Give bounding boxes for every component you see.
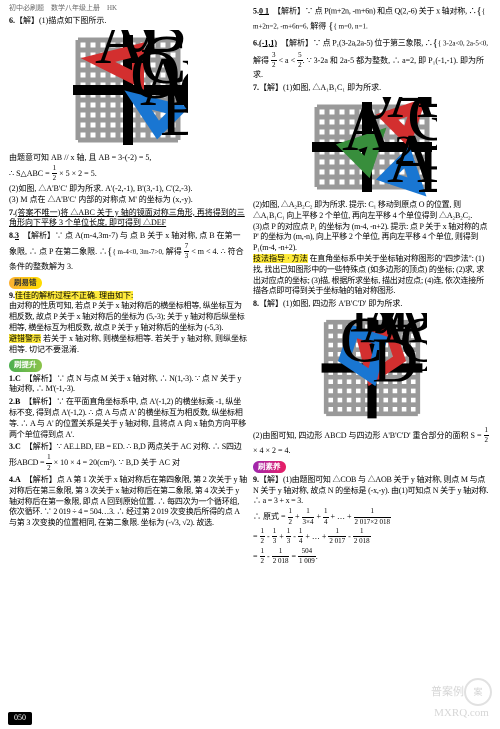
page-header: 初中必刷题 数学八年级上册 HK [9, 4, 247, 13]
tag-ti: 刷提升 [9, 359, 42, 371]
tag-cuo: 刷易错 [9, 277, 42, 289]
q7: 7.(答案不唯一)将 △ABC 关于 y 轴的镜面对称三角形, 再将得到的三角形… [9, 208, 247, 230]
q6-graph: ABC A'B'C' xyO [68, 30, 188, 150]
q8r-p2-line: (2)由图可知, 四边形 ABCD 与四边形 A'B'C'D' 重合部分的面积 … [253, 426, 491, 457]
q6-p5: (3) M 点在 △A'B'C' 内部的对称点 M' 的坐标为 (x,-y). [9, 195, 247, 206]
q7r-graph: xy ABC A₁B₁ A₂ [307, 97, 437, 197]
q9s: 9.【解】(1)由题图可知 △COB 与 △AOB 关于 y 轴对称, 则点 M… [253, 475, 491, 567]
q8: 8.3 【解析】∵ 点 A(m-4,3m-7) 与 点 B 关于 x 轴对称, … [9, 231, 247, 272]
q9cuo-hl: 佳佳的解析过程不正确. 理由如下: [15, 291, 133, 300]
svg-text:C': C' [340, 313, 394, 376]
svg-text:x: x [181, 32, 188, 109]
q7-text: (答案不唯一)将 △ABC 关于 y 轴的镜面对称三角形, 再将得到的三角形向下… [9, 208, 245, 228]
page-number: 050 [8, 712, 32, 725]
q7r: 7.【解】(1)如图, △A₁B₁C₁ 即为所求. xy ABC A₁B₁ A₂… [253, 83, 491, 297]
tip-label: 技法指导 · 方法 [253, 254, 308, 263]
q6-p1: (1)描点如下图所示. [39, 16, 106, 25]
q8r-graph: xy ABCD A'B'C' [317, 313, 427, 423]
q6: 6.【解】(1)描点如下图所示. ABC A'B'C' xyO 由题意可知 AB… [9, 16, 247, 205]
q6-p2: 由题意可知 AB // x 轴, 且 AB = 3-(-2) = 5, [9, 153, 247, 164]
q2t: 2.B 【解析】∵ 在平面直角坐标系中, 点 A'(-1,2) 的横坐标乘 -1… [9, 397, 247, 440]
eq-line3: = 12 - 12 018 = 5041 009. [253, 547, 491, 567]
q6r: 6.(-1,1) 【解析】∵ 点 P₁(3-2a,2a-5) 位于第三象限, ∴… [253, 36, 491, 82]
eq-line2: = 12 - 13 + 13 - 14 + … + 12 017 - 12 01… [253, 527, 491, 547]
svg-text:O: O [130, 37, 181, 114]
q3t: 3.C 【解析】∵ AE⊥BD, EB = ED. ∴ B,D 两点关于 AC … [9, 442, 247, 473]
warn-label: 避错警示 [9, 334, 41, 343]
q6-p3-line: ∴ S△ABC = 12 × 5 × 2 = 5. [9, 164, 247, 184]
q9cuo: 9.佳佳的解析过程不正确. 理由如下:由对称的性质可知, 若点 P 关于 x 轴… [9, 291, 247, 356]
svg-text:A₂: A₂ [342, 97, 417, 166]
q6-label: 【解】 [15, 16, 39, 25]
q8-ans: 3 [15, 231, 19, 240]
eq-line1: ∴ 原式 = 12 + 13×4 + 14 + … + 12 017×2 018 [253, 507, 491, 527]
q5r: 5.0 1 【解析】∵ 点 P(m+2n, -m+6n) 和点 Q(2,-6) … [253, 4, 491, 34]
tag-su: 刷素养 [253, 461, 286, 473]
right-column: 5.0 1 【解析】∵ 点 P(m+2n, -m+6n) 和点 Q(2,-6) … [250, 4, 494, 569]
page-container: 初中必刷题 数学八年级上册 HK 6.【解】(1)描点如下图所示. ABC A'… [0, 0, 500, 573]
left-column: 初中必刷题 数学八年级上册 HK 6.【解】(1)描点如下图所示. ABC A'… [6, 4, 250, 569]
watermark: 普案例案 MXRQ.com [431, 678, 492, 721]
q6-p4: (2)如图, △A'B'C' 即为所求. A'(-2,-1), B'(3,-1)… [9, 184, 247, 195]
q1t: 1.C 【解析】∵ 点 N 与点 M 关于 x 轴对称, ∴ N(1,-3). … [9, 374, 247, 396]
svg-text:B₁: B₁ [417, 131, 437, 197]
q8r: 8.【解】(1)如图, 四边形 A'B'C'D' 即为所求. xy ABCD A… [253, 299, 491, 456]
q4t: 4.A 【解析】点 A 第 1 次关于 x 轴对称后在第四象限, 第 2 次关于… [9, 475, 247, 529]
